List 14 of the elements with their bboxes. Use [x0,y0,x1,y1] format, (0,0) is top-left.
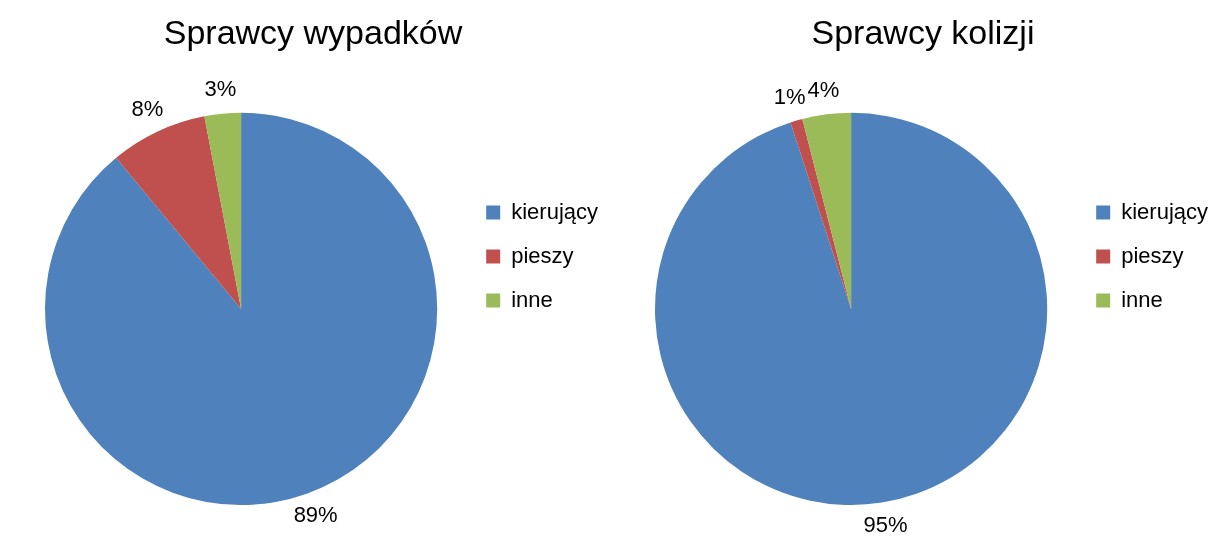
legend-label: pieszy [511,242,574,268]
chart-title: Sprawcy wypadków [163,12,463,51]
data-label: 89% [293,502,338,528]
data-label: 8% [131,95,164,121]
legend-label: kierujący [511,198,598,224]
data-label: 3% [204,75,237,101]
data-label: 4% [807,76,840,102]
data-label: 95% [863,512,908,538]
data-label: 1% [773,83,806,109]
legend-label: inne [1121,286,1163,312]
legend-label: kierujący [1121,198,1208,224]
legend-label: inne [511,286,553,312]
legend-label: pieszy [1121,242,1184,268]
chart-title: Sprawcy kolizji [811,12,1035,51]
